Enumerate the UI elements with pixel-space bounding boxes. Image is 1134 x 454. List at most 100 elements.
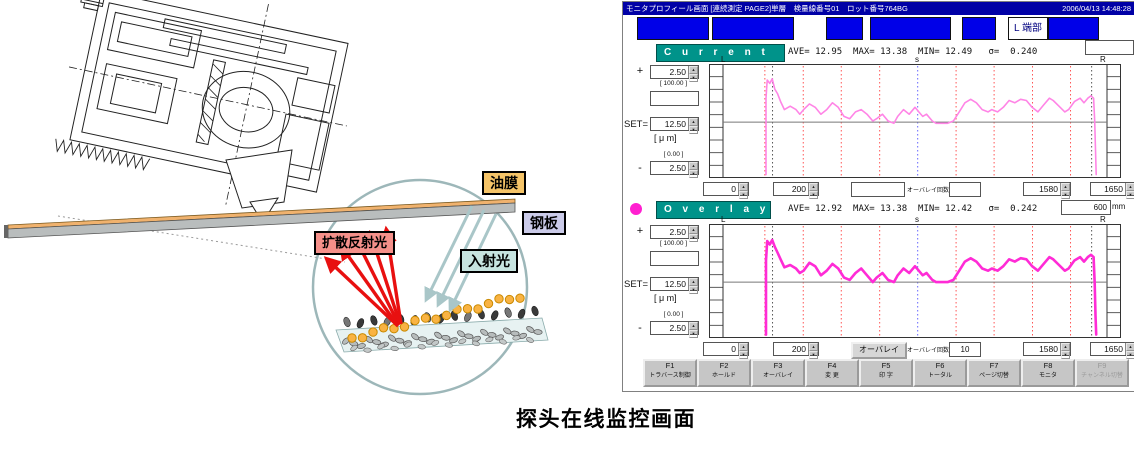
magnifier-circle [311, 178, 529, 396]
axis-label-right: R [1100, 55, 1106, 64]
spinner-value: 2.50 [669, 163, 686, 173]
upper-tolerance-spinner[interactable]: 2.50 ▲ ▼ [650, 225, 699, 242]
axis-label-left: L [721, 215, 726, 224]
probe-schematic [4, 0, 549, 396]
spin-up-down-icon[interactable]: ▲ ▼ [1060, 183, 1070, 199]
overlay-count-box[interactable]: 10 [949, 342, 981, 357]
spin-up-down-icon[interactable]: ▲ ▼ [688, 322, 698, 338]
spin-up-down-icon[interactable]: ▲ ▼ [688, 162, 698, 178]
overlay-stats: AVE= 12.92 MAX= 13.38 MIN= 12.42 σ= 0.24… [788, 204, 1038, 214]
blank-box[interactable] [851, 182, 905, 197]
window-title: モニタプロフィール画面 [連続測定 PAGE2]単層 検量線番号01 ロット番号… [626, 4, 908, 13]
lower-tolerance-spinner[interactable]: 2.50 ▲ ▼ [650, 321, 699, 338]
range-1580-spinner[interactable]: 1580 ▲ ▼ [1023, 342, 1071, 359]
range-step-spinner[interactable]: 200 ▲ ▼ [773, 342, 819, 359]
spin-up-down-icon[interactable]: ▲ ▼ [688, 278, 698, 294]
unit-bracket: [ μ m] [654, 293, 677, 303]
spin-up-down-icon[interactable]: ▲ ▼ [808, 183, 818, 199]
spin-up-down-icon[interactable]: ▲ ▼ [738, 343, 748, 359]
overlay-button[interactable]: オーバレイ [851, 342, 907, 359]
zone-indicator-box [826, 17, 863, 40]
spin-up-down-icon[interactable]: ▲ ▼ [688, 226, 698, 242]
oil-film-label: 油膜 [482, 171, 526, 195]
range-1580-spinner[interactable]: 1580 ▲ ▼ [1023, 182, 1071, 199]
overlay-count-box[interactable] [949, 182, 981, 197]
plus-sign: + [636, 65, 644, 77]
spin-up-down-icon[interactable]: ▲ ▼ [1060, 343, 1070, 359]
current-section-header: C u r r e n t [656, 44, 785, 62]
axis-label-center: s [915, 215, 919, 224]
axis-label-center: s [915, 55, 919, 64]
set-value-spinner[interactable]: 12.50 ▲ ▼ [650, 117, 699, 134]
spinner-value: 1580 [1039, 184, 1058, 194]
unit-bracket: [ μ m] [654, 133, 677, 143]
probe-cad-drawing [55, 0, 349, 206]
fkey-F9: F9 チャンネル切替 [1075, 359, 1129, 387]
overlay-count-label: オーバレイ回数 [907, 348, 949, 354]
length-input[interactable]: 600 [1061, 200, 1111, 215]
range-1650-spinner[interactable]: 1650 ▲ ▼ [1090, 182, 1134, 199]
value-box[interactable] [1085, 40, 1134, 55]
incident-light-label: 入射光 [460, 249, 518, 273]
fkey-F3[interactable]: F3 オーバレイ [751, 359, 805, 387]
set-value-spinner[interactable]: 12.50 ▲ ▼ [650, 277, 699, 294]
steel-strip-with-film [4, 198, 516, 239]
spinner-value: 200 [791, 344, 806, 354]
overlay-count-label: オーバレイ回数 [907, 188, 949, 194]
fkey-F2[interactable]: F2 ホールド [697, 359, 751, 387]
edge-position-label: L 端部 [1008, 17, 1048, 40]
set-label: SET= [624, 119, 649, 130]
zone-indicator-box [637, 17, 709, 40]
range-start-spinner[interactable]: 0 ▲ ▼ [703, 182, 749, 199]
lower-tolerance-spinner[interactable]: 2.50 ▲ ▼ [650, 161, 699, 178]
spinner-value: 0 [731, 184, 736, 194]
zone-indicator-box [712, 17, 794, 40]
spinner-value: 200 [791, 184, 806, 194]
spinner-value: 1580 [1039, 344, 1058, 354]
guide-dotted-line [57, 215, 346, 263]
fkey-F5[interactable]: F5 印 字 [859, 359, 913, 387]
fkey-F7[interactable]: F7 ページ切替 [967, 359, 1021, 387]
spinner-value: 2.50 [669, 323, 686, 333]
axis-label-left: L [721, 55, 726, 64]
microscopic-surface [335, 293, 549, 353]
zone-indicator-box [962, 17, 996, 40]
upper-tolerance-spinner[interactable]: 2.50 ▲ ▼ [650, 65, 699, 82]
spin-up-down-icon[interactable]: ▲ ▼ [1125, 183, 1134, 199]
spin-up-down-icon[interactable]: ▲ ▼ [1125, 343, 1134, 359]
spin-up-down-icon[interactable]: ▲ ▼ [688, 66, 698, 82]
upper-limit-bracket: [ 100.00 ] [659, 240, 688, 247]
overlay-indicator-dot [630, 203, 642, 215]
fkey-F8[interactable]: F8 モニタ [1021, 359, 1075, 387]
spin-up-down-icon[interactable]: ▲ ▼ [738, 183, 748, 199]
range-1650-spinner[interactable]: 1650 ▲ ▼ [1090, 342, 1134, 359]
probe-nozzle [225, 149, 293, 216]
window-titlebar: モニタプロフィール画面 [連続測定 PAGE2]単層 検量線番号01 ロット番号… [623, 2, 1134, 15]
bolts [80, 0, 105, 12]
steel-plate-label: 钢板 [522, 211, 566, 235]
spinner-value: 12.50 [664, 119, 686, 129]
range-step-spinner[interactable]: 200 ▲ ▼ [773, 182, 819, 199]
fkey-F1[interactable]: F1 トラバース制御 [643, 359, 697, 387]
spin-up-down-icon[interactable]: ▲ ▼ [688, 118, 698, 134]
plus-sign: + [636, 225, 644, 237]
range-start-spinner[interactable]: 0 ▲ ▼ [703, 342, 749, 359]
fkey-F6[interactable]: F6 トータル [913, 359, 967, 387]
spinner-value: 1650 [1104, 184, 1123, 194]
blank-value-box[interactable] [650, 251, 699, 266]
spinner-value: 2.50 [669, 67, 686, 77]
current-stats: AVE= 12.95 MAX= 13.38 MIN= 12.49 σ= 0.24… [788, 47, 1038, 57]
fkey-F4[interactable]: F4 変 更 [805, 359, 859, 387]
lower-limit-bracket: [ 0.00 ] [663, 311, 684, 318]
axis-label-right: R [1100, 215, 1106, 224]
upper-limit-bracket: [ 100.00 ] [659, 80, 688, 87]
length-unit: mm [1112, 202, 1126, 211]
spin-up-down-icon[interactable]: ▲ ▼ [808, 343, 818, 359]
minus-sign: - [638, 162, 642, 174]
profile-chart-overlay [709, 224, 1121, 338]
spinner-value: 12.50 [664, 279, 686, 289]
set-label: SET= [624, 279, 649, 290]
blank-value-box[interactable] [650, 91, 699, 106]
window-datetime: 2006/04/13 14:48:28 [1062, 4, 1131, 13]
